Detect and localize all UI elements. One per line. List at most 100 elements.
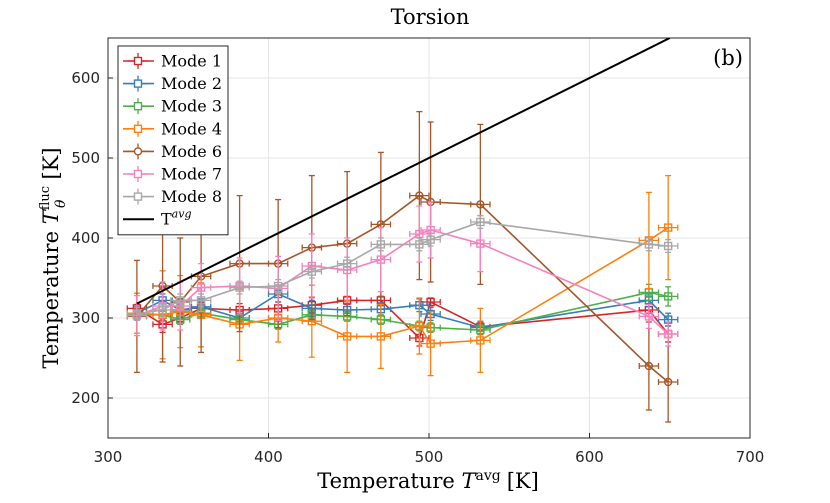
errorbar-mode-7 <box>370 226 392 293</box>
errorbar-mode-8 <box>152 302 173 318</box>
errorbar-mode-8 <box>169 293 191 308</box>
data-point-mode-8 <box>132 309 142 319</box>
legend-swatch-marker <box>133 192 143 201</box>
legend-item-mode-6: Mode 6 <box>123 142 222 161</box>
data-point-mode-7 <box>476 239 485 248</box>
legend-item-mode-7: Mode 7 <box>123 165 222 184</box>
errorbar-mode-8 <box>409 237 430 252</box>
data-point-mode-8 <box>376 240 386 249</box>
legend-label-text: Mode 2 <box>161 74 222 93</box>
errorbar-mode-7 <box>420 201 441 259</box>
data-point-mode-6 <box>663 377 673 387</box>
errorbar-mode-8 <box>370 237 392 252</box>
errorbar-mode-4 <box>470 307 491 374</box>
y-axis-label-prefix: Temperature <box>39 224 63 368</box>
data-point-mode-4 <box>342 332 352 341</box>
data-point-mode-6 <box>476 200 485 209</box>
errorbar-mode-8 <box>470 214 491 230</box>
data-point-mode-4 <box>663 223 673 232</box>
legend-item-mode-3: Mode 3 <box>123 97 222 116</box>
y-axis-label-group: Temperature Tflucθ [K] <box>38 147 69 368</box>
y-axis-label-symbol: T <box>39 208 63 224</box>
legend-label: Mode 8 <box>161 187 222 206</box>
data-point-mode-7 <box>644 312 654 321</box>
errorbar-mode-8 <box>229 280 250 295</box>
errorbar-mode-8 <box>126 306 148 322</box>
x-axis-label-sup: avg <box>475 468 500 484</box>
x-axis-label-symbol: T <box>461 469 477 493</box>
series-mode-8 <box>126 214 679 322</box>
legend-item-mode-2: Mode 2 <box>123 74 222 93</box>
data-point-mode-6 <box>415 191 424 200</box>
data-point-mode-8 <box>415 240 424 249</box>
data-point-mode-3 <box>663 292 673 301</box>
x-tick-label: 300 <box>94 448 123 466</box>
errorbar-mode-8 <box>190 293 212 308</box>
legend-item-mode-8: Mode 8 <box>123 187 222 206</box>
y-tick-label: 200 <box>71 389 100 407</box>
errorbar-mode-8 <box>267 278 289 294</box>
x-tick-label: 700 <box>736 448 765 466</box>
legend-label-text: Mode 4 <box>161 119 222 138</box>
y-axis-label-sup: fluc <box>38 186 53 210</box>
data-point-mode-8 <box>273 281 283 291</box>
legend-swatch-marker <box>133 56 143 66</box>
legend-label-sup: avg <box>172 208 192 221</box>
legend-label-text: Mode 8 <box>161 187 222 206</box>
legend-swatch-marker <box>133 79 143 88</box>
legend-swatch-marker <box>133 124 143 134</box>
data-point-mode-8 <box>663 241 673 251</box>
legend-label: Mode 7 <box>161 165 222 184</box>
legend-label-text: T <box>161 210 172 229</box>
legend-item-mode-4: Mode 4 <box>123 119 222 138</box>
y-axis-label-unit: [K] <box>39 147 63 179</box>
errorbar-mode-7 <box>657 321 679 347</box>
errorbar-mode-8 <box>336 256 358 271</box>
x-axis-label: Temperature Tavg [K] <box>317 468 539 493</box>
axes: 300 400 500 600 700 200 300 400 500 600 <box>71 37 765 466</box>
data-point-mode-8 <box>476 217 485 227</box>
legend-box <box>117 45 229 236</box>
errorbar-mode-6 <box>638 321 660 411</box>
y-tick-label: 400 <box>71 229 100 247</box>
data-point-mode-8 <box>158 305 167 315</box>
legend-swatch-marker <box>133 169 143 179</box>
data-point-mode-7 <box>663 329 673 339</box>
errorbar-mode-4 <box>657 174 679 281</box>
series-layer <box>126 38 679 423</box>
series-line-t <box>136 38 671 305</box>
legend-swatch-marker <box>133 101 143 111</box>
data-point-mode-8 <box>196 296 206 305</box>
legend-label: Tavg <box>161 208 192 229</box>
data-point-mode-8 <box>342 259 352 268</box>
legend-label-text: Mode 7 <box>161 165 222 184</box>
data-point-mode-4 <box>376 332 386 341</box>
errorbar-mode-4 <box>420 310 441 377</box>
plot-area <box>126 38 679 423</box>
legend-item-t: Tavg <box>123 208 192 229</box>
errorbar-mode-4 <box>370 303 392 370</box>
data-point-mode-7 <box>376 255 386 264</box>
errorbar-mode-7 <box>301 233 323 299</box>
labels: Torsion (b) Temperature Tavg [K] Temperat… <box>38 5 743 493</box>
x-axis-label-prefix: Temperature <box>317 469 461 493</box>
legend-label: Mode 1 <box>161 52 222 71</box>
y-tick-label: 500 <box>71 149 100 167</box>
data-point-mode-6 <box>644 361 654 371</box>
errorbar-mode-8 <box>657 238 679 254</box>
y-tick-label: 600 <box>71 69 100 87</box>
legend-label-text: Mode 1 <box>161 52 222 71</box>
data-point-mode-8 <box>426 235 435 244</box>
legend-label-text: Mode 6 <box>161 142 222 161</box>
data-point-mode-8 <box>176 296 185 305</box>
legend-label: Mode 4 <box>161 119 222 138</box>
chart-title: Torsion <box>391 5 470 29</box>
data-point-mode-4 <box>476 336 485 345</box>
panel-label: (b) <box>713 46 743 70</box>
errorbar-mode-8 <box>301 264 323 279</box>
data-point-mode-1 <box>426 297 435 307</box>
errorbar-mode-4 <box>409 297 430 355</box>
errorbar-mode-6 <box>657 341 679 423</box>
series-line-mode-8 <box>136 221 669 315</box>
